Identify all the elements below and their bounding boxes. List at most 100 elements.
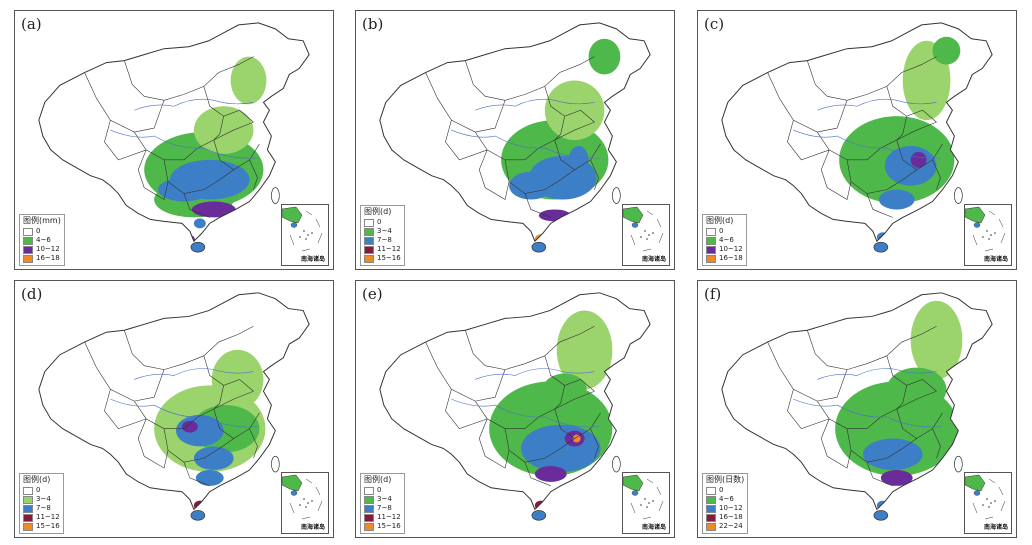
- south-china-sea-inset: 南海诸岛: [964, 204, 1012, 266]
- province-boundary: [807, 330, 848, 370]
- legend-row: 4~6: [706, 495, 744, 504]
- legend-label: 3~4: [377, 495, 392, 503]
- china-map-c: [721, 22, 993, 253]
- legend-label: 15~16: [36, 522, 60, 530]
- legend-row: 0: [706, 486, 744, 495]
- precip-patch-orange: [572, 434, 581, 443]
- hainan-island: [531, 241, 547, 253]
- legend-title: 图例(mm): [23, 216, 61, 225]
- hainan-island: [190, 510, 206, 521]
- province-boundary: [134, 131, 184, 161]
- map-legend: 图例(d) 0 3~4 7~8 11~12 15~16: [360, 473, 405, 534]
- province-boundary: [504, 326, 595, 370]
- legend-row: 0: [364, 486, 401, 495]
- legend-label: 0: [719, 486, 724, 494]
- province-boundary: [163, 159, 234, 194]
- precip-patch-green: [886, 367, 947, 411]
- precip-patch-green_light: [193, 106, 254, 154]
- legend-swatch: [364, 522, 374, 531]
- precip-patch-blue: [568, 145, 589, 174]
- legend-label: 0: [377, 218, 382, 226]
- legend-label: 10~12: [36, 245, 60, 253]
- province-boundary: [425, 341, 476, 402]
- precip-patch-purple: [880, 470, 913, 486]
- precip-patch-blue: [193, 218, 206, 229]
- legend-label: 7~8: [377, 236, 392, 244]
- province-boundary: [124, 60, 165, 101]
- precip-patch-green: [588, 38, 621, 75]
- legend-label: 11~12: [36, 513, 60, 521]
- province-boundary: [465, 60, 506, 101]
- province-boundary: [524, 193, 551, 218]
- legend-label: 7~8: [377, 504, 392, 512]
- inset-caption: 南海诸岛: [300, 256, 325, 263]
- river-line: [134, 98, 254, 111]
- legend-swatch: [364, 236, 374, 245]
- legend-title: 图例(日数): [706, 475, 745, 484]
- legend-swatch: [706, 486, 716, 495]
- hainan-island: [531, 510, 547, 521]
- map-panel-f: (f) 图例(日数) 0 4~6 10~12 16~18 22~24 南海诸岛: [697, 280, 1017, 538]
- country-outline: [379, 292, 651, 511]
- legend-label: 0: [719, 227, 724, 235]
- river-line: [817, 368, 937, 380]
- province-boundary: [183, 462, 210, 487]
- legend-swatch: [706, 245, 716, 254]
- precip-patch-green_light: [230, 56, 267, 105]
- legend-label: 15~16: [377, 522, 401, 530]
- province-boundary: [104, 120, 147, 161]
- legend-label: 11~12: [377, 245, 401, 253]
- province-boundary: [475, 131, 525, 161]
- legend-row: 4~6: [706, 236, 743, 245]
- legend-row: 16~18: [23, 254, 61, 263]
- legend-label: 3~4: [36, 495, 51, 503]
- legend-swatch: [706, 522, 716, 531]
- legend-title: 图例(d): [364, 475, 392, 484]
- province-boundary: [767, 72, 818, 133]
- legend-row: 10~12: [23, 245, 61, 254]
- province-boundary: [163, 428, 234, 463]
- taiwan-island: [271, 455, 280, 473]
- legend-swatch: [364, 486, 374, 495]
- map-panel-d: (d) 图例(d) 0 3~4 7~8 11~12 15~16 南海诸岛: [14, 280, 334, 538]
- legend-label: 4~6: [36, 236, 51, 244]
- province-boundary: [475, 100, 506, 133]
- taiwan-island: [271, 187, 280, 204]
- province-boundary: [866, 462, 893, 487]
- hainan-island: [873, 510, 889, 521]
- precip-patch-blue: [876, 232, 889, 242]
- province-boundary: [524, 462, 551, 487]
- province-boundary: [445, 120, 488, 161]
- legend-row: 10~12: [706, 245, 743, 254]
- china-map-a: [38, 22, 310, 253]
- legend-row: 16~18: [706, 513, 744, 522]
- legend-swatch: [23, 236, 33, 245]
- legend-label: 4~6: [719, 495, 734, 503]
- china-map-e: [379, 292, 651, 521]
- province-boundary: [183, 193, 210, 218]
- legend-label: 10~12: [719, 504, 743, 512]
- precip-patch-purple: [181, 420, 198, 433]
- legend-swatch: [23, 254, 33, 263]
- country-outline: [721, 292, 993, 511]
- map-legend: 图例(d) 0 3~4 7~8 11~12 15~16: [360, 205, 405, 266]
- taiwan-island: [612, 187, 621, 204]
- river-line: [451, 129, 600, 159]
- province-boundary: [846, 56, 937, 101]
- precip-patch-darkred: [193, 500, 206, 510]
- inset-caption: 南海诸岛: [641, 524, 666, 531]
- legend-swatch: [364, 227, 374, 236]
- legend-swatch: [364, 504, 374, 513]
- precip-patch-purple: [538, 209, 571, 222]
- province-boundary: [820, 149, 852, 201]
- precip-patch-blue: [878, 189, 915, 210]
- precip-patch-green: [542, 373, 587, 406]
- map-legend: 图例(d) 0 3~4 7~8 11~12 15~16: [19, 473, 64, 534]
- legend-row: 7~8: [364, 236, 401, 245]
- china-map-b: [379, 22, 651, 253]
- map-panel-e: (e) 图例(d) 0 3~4 7~8 11~12 15~16 南海诸岛: [355, 280, 675, 538]
- province-boundary: [134, 369, 165, 402]
- legend-row: 0: [364, 218, 401, 227]
- province-boundary: [817, 131, 867, 161]
- panel-label: (c): [704, 15, 725, 33]
